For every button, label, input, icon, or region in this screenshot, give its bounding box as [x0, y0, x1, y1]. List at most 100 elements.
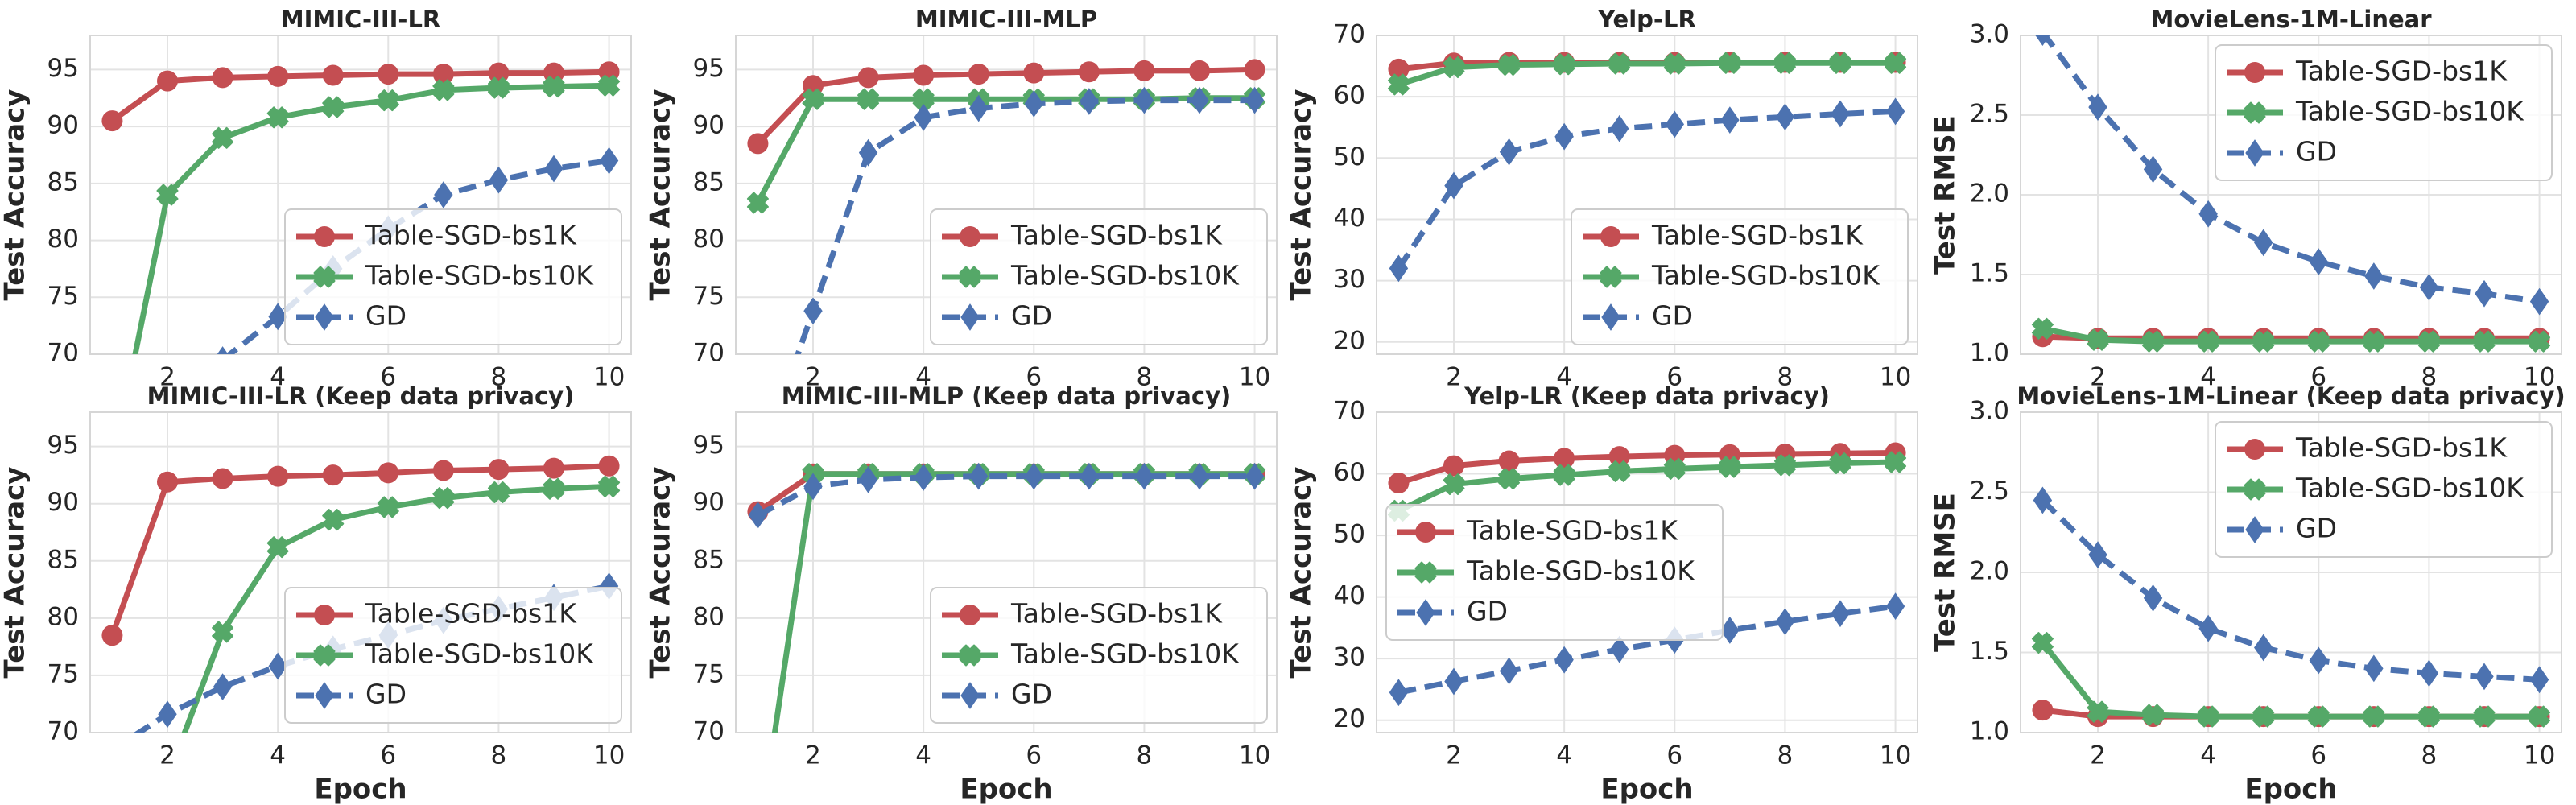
x-tick-label: 4 [2200, 741, 2216, 770]
legend-label: Table-SGD-bs1K [365, 598, 577, 630]
series-line [181, 483, 609, 733]
legend-label: Table-SGD-bs1K [2295, 56, 2508, 87]
marker [1444, 667, 1463, 696]
y-tick-label: 70 [47, 717, 79, 746]
legend-marker [2244, 101, 2266, 124]
marker [1387, 73, 1410, 96]
marker [598, 455, 620, 477]
x-tick-label: 8 [2421, 363, 2438, 392]
marker [599, 147, 619, 175]
marker [378, 462, 399, 484]
subplot-title: MIMIC-III-MLP [915, 6, 1097, 33]
legend-marker [1416, 599, 1435, 626]
marker [1831, 600, 1850, 628]
subplot: 70 75 80 85 90 95 2 4 6 8 10 MIMIC-III-MLP (Keep da… [645, 382, 1278, 805]
legend-marker [1601, 303, 1620, 331]
x-tick-label: 8 [1137, 741, 1153, 770]
marker [857, 67, 879, 89]
x-axis-label: Epoch [314, 774, 407, 805]
y-tick-label: 80 [693, 602, 724, 631]
y-axis-label: Test Accuracy [1286, 89, 1318, 301]
x-tick-label: 10 [593, 741, 625, 770]
marker [1389, 679, 1409, 707]
y-tick-label: 70 [693, 339, 724, 368]
series-line [132, 82, 609, 354]
marker [2307, 330, 2330, 353]
x-tick-label: 8 [1137, 363, 1153, 392]
marker [914, 464, 933, 491]
marker [2252, 330, 2275, 353]
marker [598, 74, 621, 97]
marker [802, 88, 824, 110]
x-tick-label: 2 [805, 363, 821, 392]
legend-marker [959, 644, 981, 667]
x-tick-label: 8 [491, 363, 507, 392]
y-tick-label: 85 [693, 545, 724, 574]
subplot: 70 75 80 85 90 95 2 4 6 8 10 MIMIC-III-LR Test Accur… [0, 6, 632, 392]
legend-label: GD [2296, 513, 2337, 544]
series-line [2041, 325, 2540, 345]
y-tick-label: 90 [47, 111, 79, 140]
legend-label: Table-SGD-bs10K [365, 638, 594, 670]
marker [748, 502, 768, 529]
marker [377, 89, 399, 112]
marker [488, 459, 510, 481]
x-tick-label: 6 [1026, 363, 1042, 392]
subplot-title: MovieLens-1M-Linear (Keep data privacy) [2017, 382, 2565, 410]
marker [913, 64, 935, 86]
marker [544, 155, 564, 183]
y-tick-label: 85 [47, 167, 79, 196]
marker [322, 464, 344, 486]
marker [1499, 657, 1519, 685]
y-tick-label: 60 [1334, 458, 1365, 487]
marker [2087, 328, 2109, 351]
legend-box [1571, 208, 1909, 345]
marker [487, 481, 510, 503]
marker [378, 64, 399, 85]
x-tick-label: 2 [1446, 741, 1462, 770]
marker [101, 110, 123, 132]
marker [217, 346, 229, 354]
marker [1190, 462, 1209, 490]
subplot: 20 30 40 50 60 70 2 4 6 8 10 Yelp-LR (Keep data pri… [1286, 382, 1918, 805]
series-line [1397, 459, 1896, 514]
x-tick-label: 2 [2090, 363, 2106, 392]
marker [969, 462, 989, 490]
marker [2254, 229, 2273, 257]
legend: Table-SGD-bs1K Table-SGD-bs10K GD [284, 587, 622, 724]
x-tick-label: 2 [805, 741, 821, 770]
marker [212, 67, 233, 89]
marker [1553, 464, 1575, 486]
legend: Table-SGD-bs1K Table-SGD-bs10K GD [284, 208, 622, 345]
marker [156, 184, 179, 206]
marker [1773, 454, 1796, 477]
marker [1885, 451, 1907, 473]
series-line [795, 97, 1255, 354]
marker [1720, 106, 1740, 134]
marker [322, 64, 344, 86]
marker [2417, 330, 2440, 353]
marker [1885, 52, 1907, 74]
y-tick-label: 95 [47, 54, 79, 83]
y-tick-label: 30 [1334, 265, 1365, 294]
series-line [756, 473, 1255, 518]
legend-box [284, 587, 622, 724]
marker [266, 106, 289, 129]
legend-marker [2245, 139, 2264, 167]
legend: Table-SGD-bs1K Table-SGD-bs10K GD [1571, 208, 1909, 345]
x-tick-label: 10 [2524, 363, 2555, 392]
marker [432, 64, 454, 85]
axes-frame [735, 411, 1278, 733]
marker [857, 88, 880, 110]
marker [1078, 61, 1100, 83]
y-axis-label: Test RMSE [1930, 493, 1962, 652]
marker [267, 65, 289, 87]
legend-label: GD [1011, 679, 1052, 710]
x-tick-label: 10 [593, 363, 625, 392]
subplot-title: MIMIC-III-LR [281, 6, 441, 33]
legend-marker [314, 605, 335, 625]
y-tick-label: 1.0 [1970, 339, 2009, 368]
legend-label: Table-SGD-bs1K [1010, 598, 1223, 630]
marker [1388, 58, 1410, 80]
legend-label: Table-SGD-bs1K [365, 220, 577, 251]
